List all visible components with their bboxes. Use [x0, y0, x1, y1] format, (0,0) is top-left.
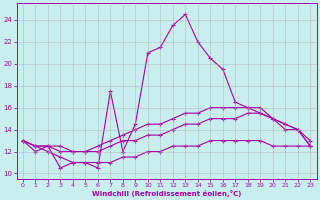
X-axis label: Windchill (Refroidissement éolien,°C): Windchill (Refroidissement éolien,°C) — [92, 190, 241, 197]
